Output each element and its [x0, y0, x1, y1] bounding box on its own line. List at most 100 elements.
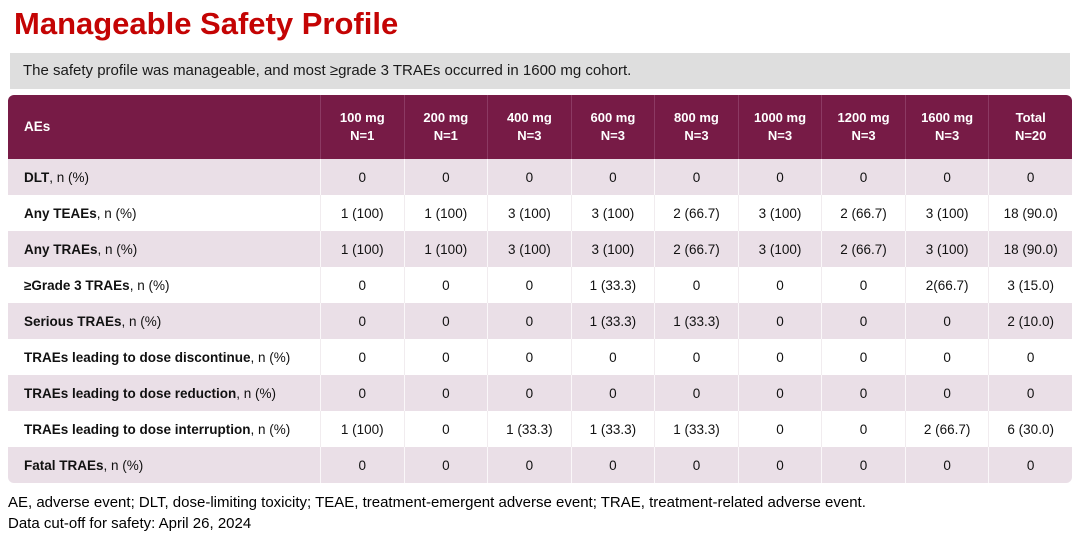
cell-value: 0 — [821, 411, 905, 447]
cell-value: 1 (33.3) — [570, 411, 655, 447]
cell-value: 1 (33.3) — [570, 303, 655, 339]
cell-value: 0 — [821, 339, 905, 375]
cell-value: 0 — [654, 339, 738, 375]
cell-value: 0 — [487, 159, 571, 195]
cell-value: 18 (90.0) — [988, 195, 1072, 231]
table-row: Any TEAEs, n (%) 1 (100) 1 (100) 3 (100) 3 (… — [8, 195, 1072, 231]
cell-value: 3 (100) — [487, 195, 571, 231]
cell-value: 2 (10.0) — [988, 303, 1072, 339]
cell-value: 2 (66.7) — [821, 231, 905, 267]
header-col-total: Total N=20 — [988, 95, 1072, 159]
cell-value: 1 (33.3) — [570, 267, 655, 303]
cell-value: 0 — [737, 267, 822, 303]
row-label: Fatal TRAEs, n (%) — [8, 447, 320, 483]
footnote-data-cutoff: Data cut-off for safety: April 26, 2024 — [8, 515, 252, 532]
cell-value: 0 — [320, 159, 404, 195]
cell-value: 0 — [487, 339, 571, 375]
table-row: DLT, n (%) 0 0 0 0 0 0 0 0 0 — [8, 159, 1072, 195]
table-row: TRAEs leading to dose discontinue, n (%)… — [8, 339, 1072, 375]
cell-value: 0 — [570, 159, 655, 195]
cell-value: 0 — [570, 375, 655, 411]
cell-value: 1 (100) — [403, 231, 488, 267]
cell-value: 0 — [821, 303, 905, 339]
cell-value: 0 — [904, 447, 989, 483]
cell-value: 0 — [737, 375, 822, 411]
cell-value: 1 (33.3) — [654, 303, 738, 339]
table-header-row: AEs 100 mg N=1 200 mg N=1 400 mg N=3 600 mg N=3… — [8, 95, 1072, 159]
cell-value: 0 — [821, 447, 905, 483]
cell-value: 2 (66.7) — [821, 195, 905, 231]
page-title: Manageable Safety Profile — [14, 6, 399, 41]
row-label: Any TEAEs, n (%) — [8, 195, 320, 231]
cell-value: 0 — [403, 303, 488, 339]
cell-value: 0 — [320, 303, 404, 339]
key-message-text: The safety profile was manageable, and m… — [23, 62, 632, 79]
cell-value: 0 — [654, 267, 738, 303]
cell-value: 0 — [320, 267, 404, 303]
row-label: Serious TRAEs, n (%) — [8, 303, 320, 339]
cell-value: 2 (66.7) — [904, 411, 989, 447]
cell-value: 3 (100) — [737, 195, 822, 231]
cell-value: 0 — [654, 447, 738, 483]
cell-value: 2 (66.7) — [654, 231, 738, 267]
cell-value: 0 — [487, 375, 571, 411]
cell-value: 0 — [403, 267, 488, 303]
cell-value: 0 — [654, 375, 738, 411]
cell-value: 0 — [904, 375, 989, 411]
footnote-abbreviations: AE, adverse event; DLT, dose-limiting to… — [8, 494, 866, 511]
cell-value: 3 (15.0) — [988, 267, 1072, 303]
header-col-800-mg: 800 mg N=3 — [654, 95, 738, 159]
cell-value: 0 — [403, 411, 488, 447]
cell-value: 0 — [403, 447, 488, 483]
cell-value: 0 — [988, 375, 1072, 411]
cell-value: 1 (100) — [403, 195, 488, 231]
table-row: ≥Grade 3 TRAEs, n (%) 0 0 0 1 (33.3) 0 0 0 2(66.… — [8, 267, 1072, 303]
cell-value: 3 (100) — [570, 231, 655, 267]
header-col-600-mg: 600 mg N=3 — [570, 95, 655, 159]
header-col-400-mg: 400 mg N=3 — [487, 95, 571, 159]
cell-value: 1 (100) — [320, 411, 404, 447]
cell-value: 0 — [737, 447, 822, 483]
cell-value: 0 — [737, 159, 822, 195]
cell-value: 3 (100) — [487, 231, 571, 267]
cell-value: 0 — [821, 159, 905, 195]
cell-value: 0 — [320, 375, 404, 411]
cell-value: 0 — [737, 411, 822, 447]
header-aes-label: AEs — [8, 95, 320, 159]
header-col-1600-mg: 1600 mg N=3 — [904, 95, 989, 159]
table-row: Serious TRAEs, n (%) 0 0 0 1 (33.3) 1 (33.3) 0… — [8, 303, 1072, 339]
row-label: TRAEs leading to dose interruption, n (%… — [8, 411, 320, 447]
cell-value: 0 — [737, 303, 822, 339]
table-row: TRAEs leading to dose reduction, n (%) 0 0… — [8, 375, 1072, 411]
key-message-banner: The safety profile was manageable, and m… — [10, 53, 1070, 89]
table-row: Any TRAEs, n (%) 1 (100) 1 (100) 3 (100) 3 (… — [8, 231, 1072, 267]
cell-value: 0 — [904, 159, 989, 195]
cell-value: 0 — [737, 339, 822, 375]
cell-value: 0 — [821, 267, 905, 303]
cell-value: 2(66.7) — [904, 267, 989, 303]
row-label: TRAEs leading to dose reduction, n (%) — [8, 375, 320, 411]
cell-value: 0 — [821, 375, 905, 411]
header-col-1200-mg: 1200 mg N=3 — [821, 95, 905, 159]
cell-value: 0 — [320, 447, 404, 483]
cell-value: 0 — [487, 303, 571, 339]
cell-value: 0 — [403, 375, 488, 411]
cell-value: 0 — [487, 447, 571, 483]
header-col-1000-mg: 1000 mg N=3 — [737, 95, 822, 159]
header-col-100-mg: 100 mg N=1 — [320, 95, 404, 159]
footnotes: AE, adverse event; DLT, dose-limiting to… — [8, 492, 1080, 534]
safety-table: AEs 100 mg N=1 200 mg N=1 400 mg N=3 600 mg N=3… — [8, 95, 1072, 483]
cell-value: 0 — [320, 339, 404, 375]
cell-value: 2 (66.7) — [654, 195, 738, 231]
cell-value: 3 (100) — [737, 231, 822, 267]
cell-value: 3 (100) — [904, 231, 989, 267]
row-label: ≥Grade 3 TRAEs, n (%) — [8, 267, 320, 303]
cell-value: 3 (100) — [570, 195, 655, 231]
cell-value: 0 — [570, 447, 655, 483]
row-label: Any TRAEs, n (%) — [8, 231, 320, 267]
cell-value: 0 — [570, 339, 655, 375]
cell-value: 0 — [654, 159, 738, 195]
cell-value: 1 (33.3) — [487, 411, 571, 447]
cell-value: 1 (100) — [320, 231, 404, 267]
